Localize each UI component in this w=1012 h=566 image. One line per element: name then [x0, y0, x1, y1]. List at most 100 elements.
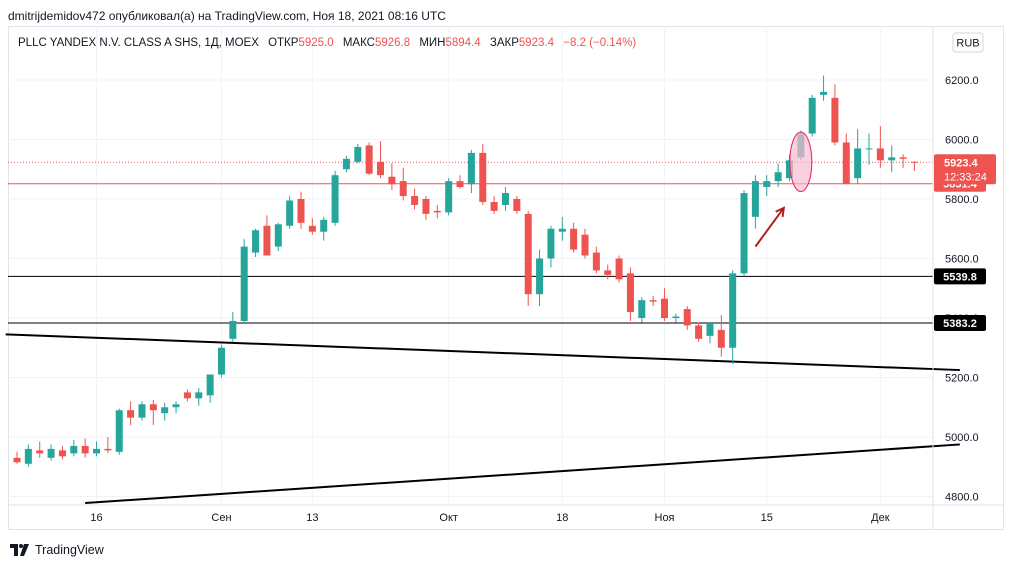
y-tick-label: 5200.0 [945, 373, 979, 385]
legend-close-label: ЗАКР [490, 37, 519, 49]
candle-body [751, 181, 759, 217]
level-price-label-text: 5383.2 [943, 318, 977, 330]
legend-high-value: 5926.8 [375, 37, 410, 49]
arrow-annotation[interactable] [754, 207, 785, 248]
candle-down [388, 163, 396, 191]
candle-down [581, 228, 589, 259]
candle-body [854, 148, 862, 179]
candle-up [24, 444, 32, 467]
last-price-label-bg [934, 154, 996, 185]
candle-down [183, 389, 191, 402]
candle-up [501, 187, 509, 211]
candle-body [445, 181, 453, 213]
candle-body [501, 193, 509, 205]
candle-up [820, 75, 828, 101]
candle-down [399, 167, 407, 201]
candle-up [865, 133, 873, 165]
candle-up [229, 312, 237, 342]
y-tick-label: 4800.0 [945, 492, 979, 504]
y-tick-label: 6200.0 [945, 75, 979, 87]
candle-body [626, 273, 634, 313]
x-tick-label: 13 [306, 512, 318, 524]
candle-up [536, 249, 544, 307]
candle-up [751, 175, 759, 229]
legend-open-value: 5925.0 [298, 37, 333, 49]
candle-down [661, 288, 669, 321]
candle-up [467, 149, 475, 194]
candle-up [115, 408, 123, 455]
time-axis: 16 Сен 13 Окт 18 Ноя 15 Дек [90, 512, 889, 524]
candle-body [831, 97, 839, 143]
x-tick-label: Сен [211, 512, 231, 524]
candle-body [217, 347, 225, 375]
candle-up [195, 387, 203, 406]
candle-body [36, 450, 44, 454]
candle-body [536, 258, 544, 295]
legend: PLLC YANDEX N.V. CLASS A SHS, 1Д, MOEX О… [18, 37, 636, 49]
candle-body [740, 193, 748, 274]
candle-body [558, 228, 566, 232]
level-price-label-bg [934, 268, 986, 285]
candle-up [445, 178, 453, 216]
trend-line[interactable] [85, 443, 960, 505]
candle-up [138, 401, 146, 421]
candle-up [729, 270, 737, 365]
candle-up [252, 228, 260, 258]
candle-body [81, 445, 89, 454]
candle-down [411, 188, 419, 210]
candle-body [695, 325, 703, 339]
candle-down [377, 140, 385, 179]
candle-body [399, 181, 407, 197]
currency-button[interactable]: RUB [952, 32, 984, 53]
candle-body [104, 448, 112, 451]
publication-header: dmitrijdemidov472 опубликовал(а) на Trad… [0, 0, 1012, 30]
candle-body [547, 228, 555, 259]
candle-up [354, 143, 362, 164]
candle-body [13, 457, 21, 463]
candle-body [252, 230, 260, 253]
legend-low-value: 5894.4 [445, 37, 481, 49]
candle-body [842, 142, 850, 185]
candle-body [331, 175, 339, 223]
candle-body [706, 323, 714, 336]
candle-down [524, 210, 532, 307]
candle-up [808, 94, 816, 137]
legend-low-label: МИН [419, 37, 445, 49]
candle-body [308, 225, 316, 232]
candle-down [910, 161, 918, 172]
candle-body [910, 161, 918, 163]
candle-down [570, 222, 578, 253]
candle-up [206, 374, 214, 403]
candle-body [456, 181, 464, 188]
candle-body [513, 199, 521, 211]
candle-body [490, 201, 498, 211]
candle-up [547, 225, 555, 268]
candle-down [297, 191, 305, 229]
annotations [754, 131, 813, 248]
candle-body [342, 158, 350, 170]
candle-body [717, 329, 725, 348]
candle-body [195, 392, 203, 399]
candle-body [172, 404, 180, 408]
candle-body [240, 246, 248, 321]
trend-line[interactable] [5, 333, 960, 372]
candle-body [93, 448, 101, 454]
ellipse-annotation[interactable] [789, 131, 813, 193]
publish-info: dmitrijdemidov472 опубликовал(а) на Trad… [8, 9, 446, 23]
candle-body [161, 407, 169, 414]
candle-body [320, 219, 328, 232]
candle-body [808, 97, 816, 134]
y-tick-label: 6000.0 [945, 135, 979, 147]
candle-body [354, 146, 362, 162]
level-price-label-bg [934, 314, 986, 331]
candle-body [785, 160, 793, 179]
candle-body [411, 196, 419, 205]
candle-down [683, 306, 691, 330]
candle-up [763, 175, 771, 197]
candle-body [286, 200, 294, 226]
candle-body [876, 148, 884, 161]
candle-body [592, 252, 600, 271]
candle-body [365, 145, 373, 174]
